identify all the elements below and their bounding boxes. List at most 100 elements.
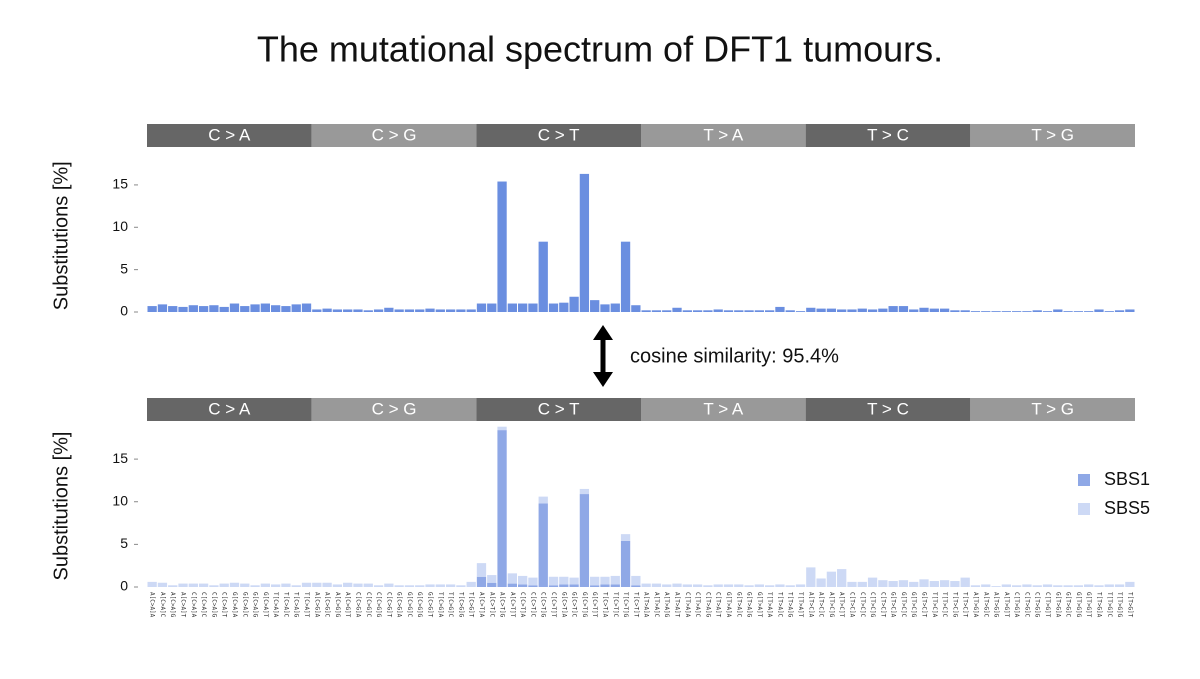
bar [1001, 311, 1011, 312]
bar [1084, 311, 1094, 312]
bar-segment [168, 585, 178, 587]
bar [250, 304, 260, 312]
x-tick-label: C[C>A]T [221, 592, 228, 618]
bar-segment [713, 584, 723, 587]
bar [847, 309, 857, 312]
bar [415, 309, 425, 312]
bar [970, 311, 981, 312]
x-tick-label: T[T>A]G [787, 592, 794, 618]
bar [332, 309, 343, 312]
group-strip [147, 124, 312, 147]
group-label: T > G [1031, 399, 1074, 418]
bar-segment [240, 583, 250, 587]
x-tick-label: T[T>G]A [1095, 592, 1102, 618]
x-tick-label: G[C>T]C [571, 592, 578, 618]
group-strip [970, 398, 1135, 421]
bar [1114, 310, 1125, 312]
bar [754, 310, 764, 312]
bar [692, 310, 703, 312]
bar-segment [888, 581, 898, 587]
legend-swatch [1078, 474, 1090, 486]
bar [559, 302, 569, 312]
bar [950, 310, 960, 312]
bar-segment [734, 584, 744, 587]
bar-segment [960, 577, 970, 587]
bar [631, 305, 641, 312]
bar [672, 307, 682, 312]
group-strip [805, 398, 971, 421]
bar-segment [620, 540, 631, 587]
x-tick-label: C[C>T]T [550, 592, 557, 618]
x-tick-label: A[T>G]T [1003, 592, 1010, 618]
bar-segment [497, 426, 507, 431]
bar [322, 308, 332, 312]
bar [1094, 309, 1104, 312]
x-tick-label: T[C>T]A [601, 592, 608, 618]
x-tick-label: G[C>T]G [581, 592, 588, 618]
x-tick-label: A[T>C]G [828, 592, 835, 618]
bar-segment [857, 581, 867, 587]
bar-segment [590, 576, 600, 586]
y-tick-label: 15 [112, 176, 128, 192]
x-tick-label: A[T>A]C [653, 592, 660, 618]
bar-segment [281, 583, 291, 587]
bar [826, 308, 837, 312]
x-tick-label: A[C>T]C [488, 592, 495, 618]
bar-segment [404, 585, 415, 587]
x-tick-label: C[T>A]T [715, 592, 722, 618]
bar [188, 305, 198, 312]
bar-segment [590, 585, 600, 587]
bar-segment [898, 580, 909, 587]
x-tick-label: C[T>G]C [1023, 592, 1030, 618]
bar-segment [219, 583, 229, 587]
bar-segment [1053, 585, 1063, 587]
bar-segment [528, 577, 538, 586]
bar [1053, 309, 1063, 312]
x-tick-label: C[C>A]C [200, 592, 207, 618]
y-tick-label: 15 [112, 450, 128, 466]
bar [394, 309, 404, 312]
bar [929, 308, 939, 312]
bar-segment [682, 584, 692, 587]
bar [878, 308, 888, 312]
x-tick-label: A[C>A]A [149, 592, 156, 618]
x-tick-label: A[C>G]A [313, 592, 320, 618]
bar-segment [806, 567, 816, 587]
annotation: cosine similarity: 95.4% [630, 345, 839, 367]
bar [981, 311, 991, 312]
x-tick-label: T[T>C]T [962, 592, 969, 618]
group-label: C > G [372, 125, 417, 144]
legend-label: SBS1 [1104, 469, 1150, 489]
bar [651, 310, 662, 312]
x-tick-label: A[C>A]T [180, 592, 187, 618]
x-tick-label: T[C>T]T [632, 592, 639, 618]
x-tick-label: T[T>G]G [1116, 592, 1123, 618]
y-tick-label: 10 [112, 492, 128, 508]
bar-segment [816, 578, 826, 587]
bar-segment [1094, 585, 1104, 587]
bar-segment [1042, 584, 1053, 587]
bar [538, 241, 548, 312]
bar [1125, 309, 1135, 312]
bar-segment [559, 576, 569, 585]
group-label: T > A [703, 125, 744, 144]
x-tick-label: G[T>G]A [1054, 592, 1061, 618]
group-strip [147, 398, 312, 421]
bar-segment [1022, 584, 1032, 587]
x-tick-label: T[T>A]C [776, 592, 783, 618]
bar [641, 310, 651, 312]
bar-segment [991, 586, 1001, 587]
bar [1063, 311, 1073, 312]
x-tick-label: G[T>G]T [1085, 592, 1092, 618]
bar [939, 308, 950, 312]
bar-segment [312, 582, 322, 587]
x-tick-label: C[T>A]C [694, 592, 701, 618]
group-strip [641, 398, 806, 421]
x-tick-label: C[C>T]A [519, 592, 526, 618]
group-label: T > G [1031, 125, 1074, 144]
bar-segment [878, 580, 888, 587]
bar-segment [785, 585, 795, 587]
x-tick-label: A[T>C]A [807, 592, 814, 618]
bar [476, 303, 487, 312]
bar [857, 308, 867, 312]
